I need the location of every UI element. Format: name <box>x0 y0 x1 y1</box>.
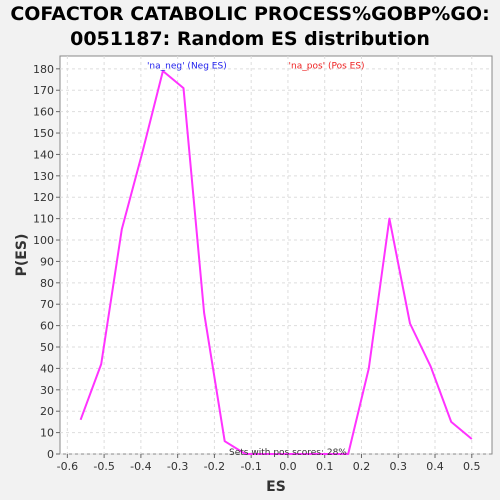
y-tick-label: 120 <box>33 191 54 204</box>
y-tick-label: 110 <box>33 213 54 226</box>
series-line <box>79 70 473 455</box>
y-tick-label: 90 <box>40 255 54 268</box>
x-tick-label: -0.6 <box>57 460 78 473</box>
plot-area <box>59 55 493 455</box>
y-tick-label: 170 <box>33 84 54 97</box>
y-tick-label: 30 <box>40 384 54 397</box>
x-tick-label: 0.3 <box>389 460 407 473</box>
y-tick-label: 150 <box>33 127 54 140</box>
y-tick-label: 50 <box>40 341 54 354</box>
y-tick-label: 100 <box>33 234 54 247</box>
y-tick-label: 130 <box>33 170 54 183</box>
annotation-label: 'na_pos' (Pos ES) <box>289 62 365 72</box>
x-tick-label: -0.1 <box>240 460 261 473</box>
annotation-label: 'na_neg' (Neg ES) <box>147 62 227 72</box>
axes: 0 10 20 30 40 50 60 70 80 90 100 110 120 130 140 150 160… <box>33 63 481 473</box>
chart-title-line-1: COFACTOR CATABOLIC PROCESS%GOBP%GO: <box>10 3 490 25</box>
x-tick-label: 0.4 <box>426 460 444 473</box>
y-tick-label: 80 <box>40 277 54 290</box>
y-tick-label: 60 <box>40 320 54 333</box>
x-tick-label: 0.2 <box>353 460 371 473</box>
chart-title-line-2: 0051187: Random ES distribution <box>70 28 430 50</box>
annotations: 'na_neg' (Neg ES) 'na_pos' (Pos ES) Sets w… <box>147 62 365 458</box>
y-tick-label: 40 <box>40 362 54 375</box>
y-tick-label: 0 <box>47 448 54 461</box>
x-tick-label: 0.1 <box>316 460 334 473</box>
y-axis-label: P(ES) <box>14 234 30 277</box>
x-tick-label: -0.4 <box>130 460 151 473</box>
grid <box>60 56 492 455</box>
series-group <box>79 70 473 455</box>
x-tick-label: -0.5 <box>93 460 114 473</box>
y-tick-label: 160 <box>33 106 54 119</box>
y-tick-label: 180 <box>33 63 54 76</box>
y-tick-label: 140 <box>33 148 54 161</box>
y-tick-label: 70 <box>40 298 54 311</box>
x-tick-label: -0.3 <box>167 460 188 473</box>
y-tick-label: 20 <box>40 405 54 418</box>
x-axis-label: ES <box>266 479 286 495</box>
x-tick-label: 0.5 <box>463 460 481 473</box>
x-tick-label: 0.0 <box>279 460 297 473</box>
x-tick-label: -0.2 <box>204 460 225 473</box>
y-tick-label: 10 <box>40 427 54 440</box>
annotation-label: Sets with pos scores: 28% <box>229 448 347 458</box>
